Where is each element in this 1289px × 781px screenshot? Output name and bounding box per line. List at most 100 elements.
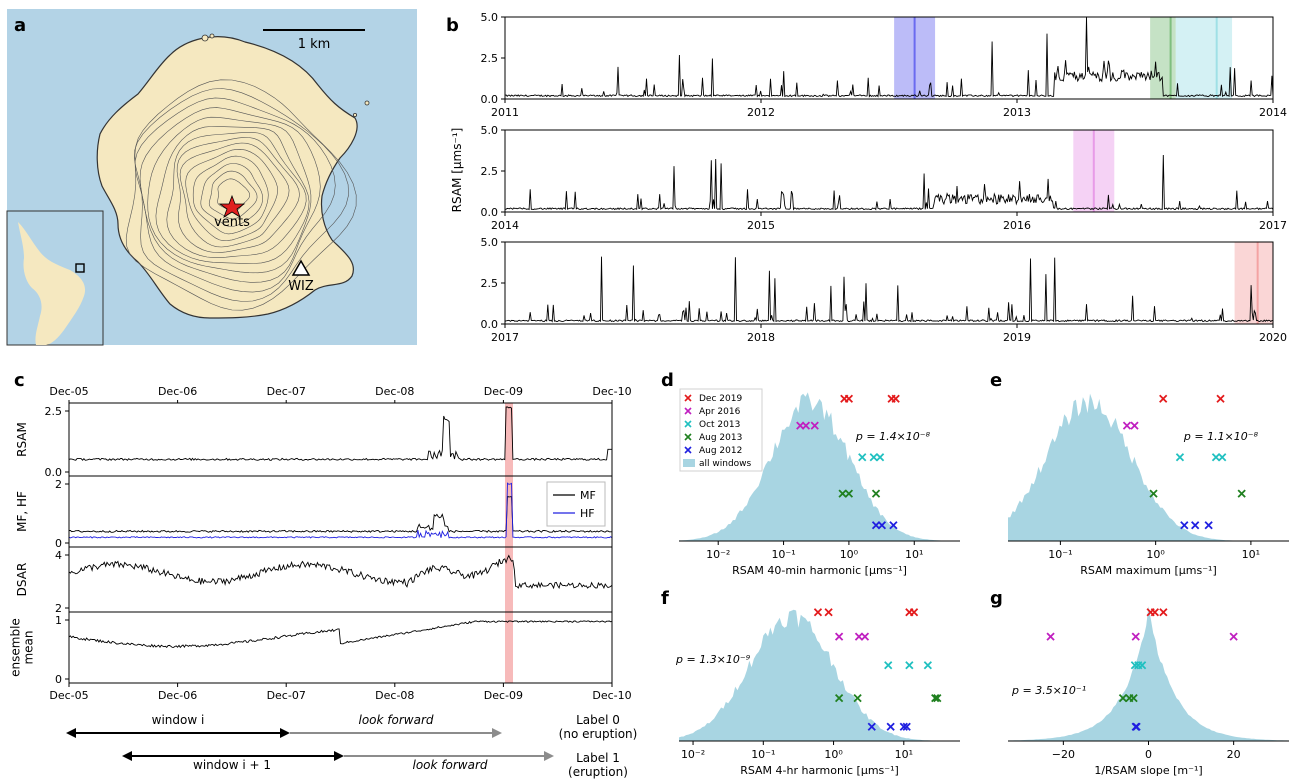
marker-stroke bbox=[867, 722, 876, 731]
ytick-label: 5.0 bbox=[481, 11, 499, 24]
xtick-label: 2015 bbox=[747, 219, 775, 232]
x-axis-label: RSAM 4-hr harmonic [μms⁻¹] bbox=[740, 764, 899, 777]
contour-line bbox=[155, 126, 310, 264]
event-marker bbox=[1218, 453, 1227, 462]
xtick-label: 2013 bbox=[1003, 106, 1031, 119]
event-marker bbox=[1132, 722, 1141, 731]
timeline-row: 0.0 2.5 5.0 2014 2015 2016 2017 bbox=[481, 124, 1288, 232]
marker-stroke bbox=[1132, 722, 1141, 731]
timeline-row: 0.0 2.5 5.0 2011 2012 2013 2014 bbox=[481, 11, 1288, 119]
xtick-label: 2019 bbox=[1003, 331, 1031, 344]
xtick-label: 10⁻¹ bbox=[1048, 548, 1072, 561]
feature-label: mean bbox=[22, 630, 36, 664]
marker-stroke bbox=[1159, 608, 1168, 617]
date-tick-label: Dec-09 bbox=[484, 385, 523, 398]
all-windows-area bbox=[679, 392, 960, 541]
marker-stroke bbox=[905, 661, 914, 670]
p-value-label: p = 1.4×10⁻⁸ bbox=[855, 430, 931, 443]
feature-label: RSAM bbox=[15, 422, 29, 457]
vent-star-icon bbox=[218, 194, 246, 218]
rsam-series-line bbox=[504, 154, 1274, 211]
ytick-label: 1 bbox=[55, 614, 62, 627]
feature-series-line bbox=[68, 406, 612, 461]
bottom-date-ticks: Dec-05 Dec-06 Dec-07 Dec-08 Dec-09 Dec-10 bbox=[49, 683, 632, 702]
rsam-timeline-panel: b RSAM [μms⁻¹] 0.0 2.5 5.0 2011 2012 2013 2014… bbox=[446, 11, 1287, 344]
xtick-label: 10⁻² bbox=[706, 548, 730, 561]
distribution-panel-d: 10⁻² 10⁻¹ 10⁰ 10¹ RSAM 40-min harmonic [μms⁻… bbox=[661, 370, 960, 577]
marker-stroke bbox=[1046, 632, 1055, 641]
marker-stroke bbox=[1137, 661, 1147, 670]
label-0: Label 0 bbox=[576, 713, 620, 727]
legend-marker bbox=[684, 420, 692, 428]
xtick-label: 2018 bbox=[747, 331, 775, 344]
contour-line bbox=[166, 132, 307, 258]
window-arrows: window i look forward Label 0 (no erupti… bbox=[66, 713, 637, 779]
event-marker bbox=[886, 722, 895, 731]
event-marker bbox=[1122, 421, 1132, 430]
event-marker bbox=[834, 632, 844, 641]
ytick-label: 2.5 bbox=[481, 277, 499, 290]
legend-label: MF bbox=[580, 489, 596, 502]
marker-stroke bbox=[902, 722, 911, 731]
legend-label: Apr 2016 bbox=[699, 407, 741, 417]
contour-line bbox=[200, 163, 264, 227]
panel-letter: d bbox=[661, 370, 674, 391]
marker-stroke bbox=[824, 608, 833, 617]
legend-label: HF bbox=[580, 507, 595, 520]
feature-label: MF, HF bbox=[15, 491, 29, 532]
event-marker bbox=[844, 489, 854, 498]
islet bbox=[209, 33, 215, 39]
event-marker bbox=[810, 421, 819, 430]
mf-hf-legend: MF HF bbox=[546, 481, 606, 527]
event-marker bbox=[923, 661, 932, 670]
marker-stroke bbox=[844, 489, 854, 498]
marker-stroke bbox=[1191, 521, 1200, 530]
legend-patch bbox=[683, 459, 695, 467]
x-axis-label: RSAM maximum [μms⁻¹] bbox=[1080, 564, 1217, 577]
event-marker bbox=[838, 489, 847, 498]
marker-stroke bbox=[931, 693, 940, 703]
feature-label: ensemble bbox=[9, 618, 23, 677]
inset-north-island bbox=[18, 222, 86, 345]
event-marker bbox=[1175, 453, 1185, 462]
eruption-shade bbox=[1234, 242, 1273, 324]
date-tick-label: Dec-10 bbox=[592, 385, 631, 398]
feature-series-line bbox=[68, 482, 613, 539]
arrow-head bbox=[544, 751, 554, 761]
contour-line bbox=[217, 178, 251, 212]
event-marker bbox=[1204, 521, 1213, 530]
marker-stroke bbox=[834, 693, 844, 703]
event-marker bbox=[931, 693, 940, 703]
marker-stroke bbox=[869, 453, 878, 462]
contour-line bbox=[139, 107, 321, 283]
ytick-label: 2 bbox=[55, 602, 62, 615]
axes-frame bbox=[504, 241, 1274, 325]
date-tick-label: Dec-06 bbox=[158, 385, 197, 398]
marker-stroke bbox=[1130, 421, 1139, 430]
event-marker bbox=[853, 693, 862, 703]
axes-frame bbox=[68, 546, 613, 613]
all-windows-area bbox=[679, 609, 960, 741]
marker-stroke bbox=[886, 722, 895, 731]
marker-stroke bbox=[810, 421, 819, 430]
xtick-label: 10⁻¹ bbox=[771, 548, 795, 561]
contour-line bbox=[185, 148, 278, 242]
legend-marker bbox=[684, 394, 692, 402]
event-marker bbox=[860, 632, 870, 641]
event-marker bbox=[1137, 661, 1147, 670]
event-marker bbox=[1129, 693, 1138, 703]
distribution-panel-g: −20 0 20 1/RSAM slope [m⁻¹] p = 3.5×10⁻¹ g bbox=[990, 588, 1289, 777]
event-marker bbox=[1130, 421, 1139, 430]
ytick-label: 0.0 bbox=[481, 93, 499, 106]
feature-label: DSAR bbox=[15, 563, 29, 597]
feature-row: 0 1 ensemble mean bbox=[9, 611, 613, 686]
p-value-label: p = 1.3×10⁻⁹ bbox=[675, 653, 751, 666]
marker-stroke bbox=[899, 722, 908, 731]
x-axis-label: 1/RSAM slope [m⁻¹] bbox=[1094, 764, 1202, 777]
event-marker bbox=[1216, 394, 1225, 403]
date-tick-label: Dec-07 bbox=[267, 689, 306, 702]
marker-stroke bbox=[1237, 489, 1246, 498]
contour-line bbox=[125, 79, 357, 311]
event-marker bbox=[867, 722, 876, 731]
